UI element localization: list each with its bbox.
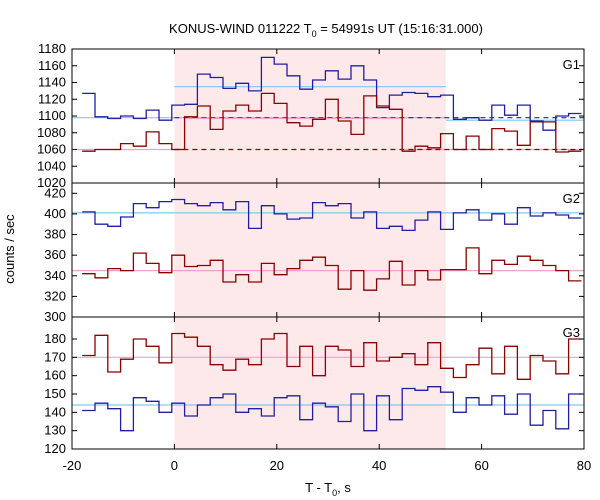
x-axis-label: T - T0, s <box>305 480 351 498</box>
y-tick-label: 130 <box>44 423 66 438</box>
y-tick-label: 1020 <box>37 175 66 190</box>
panel-label: G2 <box>563 191 580 206</box>
y-tick-label: 150 <box>44 386 66 401</box>
x-tick-label: 0 <box>171 458 178 473</box>
y-tick-label: 120 <box>44 441 66 456</box>
y-tick-label: 180 <box>44 331 66 346</box>
y-tick-label: 1100 <box>38 108 66 123</box>
y-tick-label: 340 <box>44 268 66 283</box>
y-tick-label: 1160 <box>38 58 66 73</box>
y-tick-label: 400 <box>44 206 66 221</box>
y-tick-label: 420 <box>44 185 66 200</box>
series-g1-red <box>82 92 582 153</box>
y-axis-label: counts / sec <box>2 214 17 284</box>
y-tick-label: 140 <box>44 404 66 419</box>
x-tick-label: -20 <box>63 458 82 473</box>
panel-label: G1 <box>563 57 580 72</box>
y-tick-label: 1080 <box>37 125 66 140</box>
plot-area: 118011601140112011001080106010401020G142… <box>37 41 591 473</box>
series-g3-blue <box>82 386 582 432</box>
series-g2-blue <box>82 198 582 232</box>
y-tick-label: 360 <box>44 247 66 262</box>
y-tick-label: 300 <box>44 309 66 324</box>
y-tick-label: 1140 <box>38 75 66 90</box>
y-tick-label: 1060 <box>37 142 66 157</box>
x-tick-label: 80 <box>577 458 591 473</box>
x-tick-label: 40 <box>372 458 386 473</box>
series-g1-blue <box>82 56 582 131</box>
y-tick-label: 1180 <box>38 41 66 56</box>
y-tick-label: 160 <box>44 368 66 383</box>
x-tick-label: 60 <box>474 458 488 473</box>
y-tick-label: 170 <box>44 349 66 364</box>
highlight-interval <box>174 49 446 449</box>
y-tick-label: 380 <box>44 227 66 242</box>
y-tick-label: 1120 <box>38 91 66 106</box>
panel-label: G3 <box>563 325 580 340</box>
y-tick-label: 1040 <box>37 158 66 173</box>
panel-frame-g3 <box>71 316 585 450</box>
series-g3-red <box>82 332 582 380</box>
series-g2-red <box>82 247 582 291</box>
x-tick-label: 20 <box>270 458 284 473</box>
chart-title: KONUS-WIND 011222 T0 = 54991s UT (15:16:… <box>169 21 483 39</box>
y-tick-label: 320 <box>44 288 66 303</box>
